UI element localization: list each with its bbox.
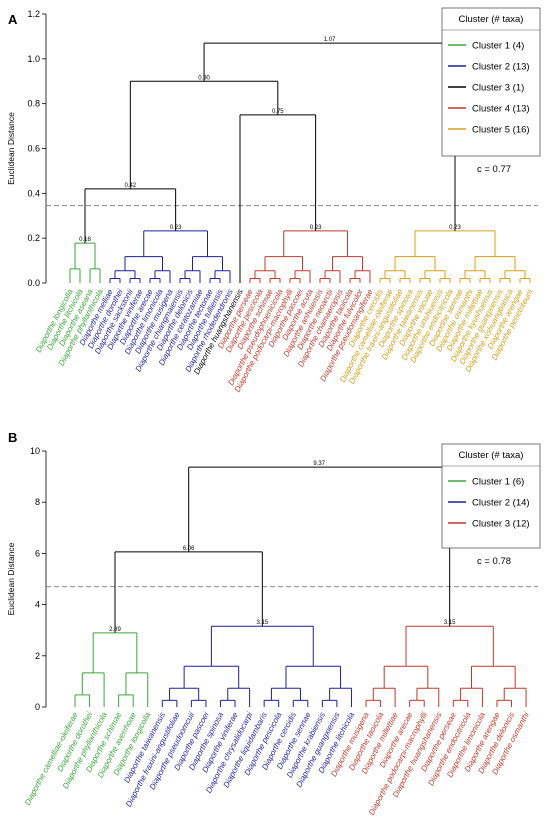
y-tick-label: 1.2 (27, 9, 40, 19)
y-tick-label: 0.6 (27, 144, 40, 154)
legend: Cluster (# taxa) Cluster 1 (4) Cluster 2 (… (441, 7, 541, 157)
legend-title: Cluster (# taxa) (459, 14, 524, 25)
legend-item: Cluster 3 (12) (472, 519, 530, 530)
y-tick-label: 0.8 (27, 99, 40, 109)
y-axis-label: Euclidean Distance (6, 542, 16, 615)
node-height-label: 9.37 (313, 461, 325, 467)
dendrogram-panel-a: A 0.0 0.2 0.4 0.6 0.8 1.0 1.2 Euclidean Distance… (6, 7, 541, 394)
y-tick-label: 10 (30, 446, 40, 456)
y-tick-label: 4 (35, 600, 40, 610)
panel-label: B (8, 430, 17, 445)
dendrogram-branches: 2.893.153.156.069.37 (74, 461, 527, 707)
node-height-label: 1.07 (324, 37, 336, 43)
legend-title: Cluster (# taxa) (459, 450, 524, 461)
legend-box (441, 7, 541, 157)
legend-item: Cluster 2 (14) (472, 498, 530, 509)
legend-item: Cluster 1 (6) (472, 477, 524, 488)
leaf-label: Diaporthe camelliae-oleiferae (23, 710, 80, 807)
y-tick-label: 2 (35, 651, 40, 661)
y-tick-label: 6 (35, 548, 40, 558)
y-tick-label: 8 (35, 497, 40, 507)
y-tick-label: 0.0 (27, 278, 40, 288)
legend-item: Cluster 3 (1) (472, 83, 524, 94)
panel-label: A (8, 12, 18, 27)
legend: Cluster (# taxa) Cluster 1 (6) Cluster 2 (… (441, 443, 541, 549)
legend-item: Cluster 2 (13) (472, 62, 530, 73)
legend-item: Cluster 5 (16) (472, 125, 530, 136)
y-tick-label: 0.4 (27, 188, 40, 198)
y-axis: 0 2 4 6 8 10 (30, 446, 47, 712)
legend-item: Cluster 4 (13) (472, 104, 530, 115)
y-axis-label: Euclidean Distance (6, 112, 16, 185)
y-tick-label: 0.2 (27, 233, 40, 243)
dendrogram-panel-b: B 0 2 4 6 8 10 Euclidean Distance 2.893.153.156.… (6, 430, 541, 817)
legend-item: Cluster 1 (4) (472, 41, 524, 52)
y-tick-label: 1.0 (27, 54, 40, 64)
cophenetic-note: c = 0.77 (477, 164, 511, 175)
y-tick-label: 0 (35, 702, 40, 712)
legend-box (441, 443, 541, 549)
y-axis: 0.0 0.2 0.4 0.6 0.8 1.0 1.2 (27, 9, 47, 288)
cophenetic-note: c = 0.78 (477, 556, 511, 567)
